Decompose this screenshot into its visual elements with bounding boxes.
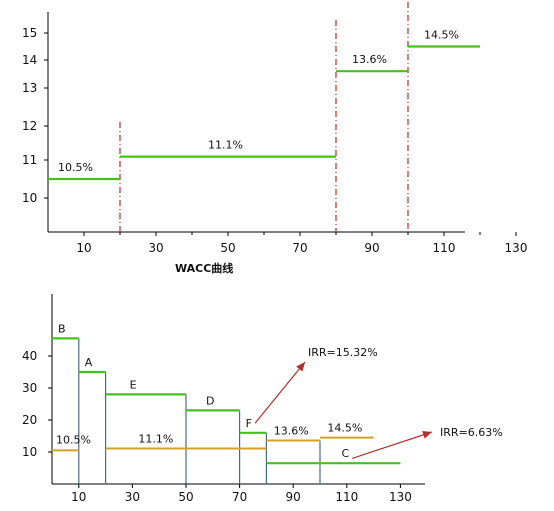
x-tick-label: 70 xyxy=(232,490,247,504)
wacc-segment-label: 13.6% xyxy=(352,53,387,66)
x-tick-label: 110 xyxy=(335,490,358,504)
x-tick-label: 50 xyxy=(220,241,235,255)
y-tick-label: 10 xyxy=(22,191,37,205)
mcc-segment-label: 11.1% xyxy=(138,432,173,445)
x-tick-label: 130 xyxy=(389,490,412,504)
x-tick-label: 10 xyxy=(71,490,86,504)
y-tick-label: 12 xyxy=(22,119,37,133)
wacc-segment-label: 10.5% xyxy=(58,161,93,174)
ioc-project-label: B xyxy=(58,322,66,335)
y-tick-label: 10 xyxy=(22,445,37,459)
wacc-segment-label: 14.5% xyxy=(424,29,459,42)
wacc-chart: 10 11 12 13 14 15 10 30 50 70 90 110 130 10.5% 11.1% 13… xyxy=(22,2,527,255)
wacc-segment-label: 11.1% xyxy=(208,139,243,152)
x-tick-label: 110 xyxy=(433,241,456,255)
x-tick-label: 130 xyxy=(505,241,528,255)
mcc-segment-label: 10.5% xyxy=(56,433,91,446)
y-tick-label: 15 xyxy=(22,26,37,40)
y-tick-label: 30 xyxy=(22,381,37,395)
x-tick-label: 10 xyxy=(76,241,91,255)
x-tick-label: 70 xyxy=(292,241,307,255)
ioc-project-label: F xyxy=(246,417,252,430)
y-tick-label: 13 xyxy=(22,81,37,95)
y-tick-label: 14 xyxy=(22,53,37,67)
x-tick-label: 30 xyxy=(125,490,140,504)
ioc-project-label: C xyxy=(341,447,349,460)
annotation-arrow-head xyxy=(422,431,432,439)
ioc-mcc-chart: 10 20 30 40 10 30 50 70 90 110 130 10.5% 11.1% 13.6% 1… xyxy=(22,294,503,504)
annotation-arrow-head xyxy=(296,362,305,372)
x-tick-label: 90 xyxy=(286,490,301,504)
annotation-arrow-line xyxy=(254,361,306,424)
x-tick-label: 50 xyxy=(178,490,193,504)
annotation-label: IRR=6.63% xyxy=(440,426,503,439)
wacc-caption: WACC曲线 xyxy=(175,261,233,275)
mcc-segment-label: 13.6% xyxy=(274,424,309,437)
y-tick-label: 40 xyxy=(22,349,37,363)
ioc-project-label: D xyxy=(206,394,214,407)
ioc-project-label: E xyxy=(130,378,137,391)
x-tick-label: 30 xyxy=(148,241,163,255)
annotation-label: IRR=15.32% xyxy=(308,346,378,359)
x-tick-label: 90 xyxy=(364,241,379,255)
annotation-arrow-line xyxy=(351,431,433,459)
y-tick-label: 20 xyxy=(22,413,37,427)
ioc-project-label: A xyxy=(85,356,93,369)
y-tick-label: 11 xyxy=(22,153,37,167)
mcc-segment-label: 14.5% xyxy=(327,422,362,435)
